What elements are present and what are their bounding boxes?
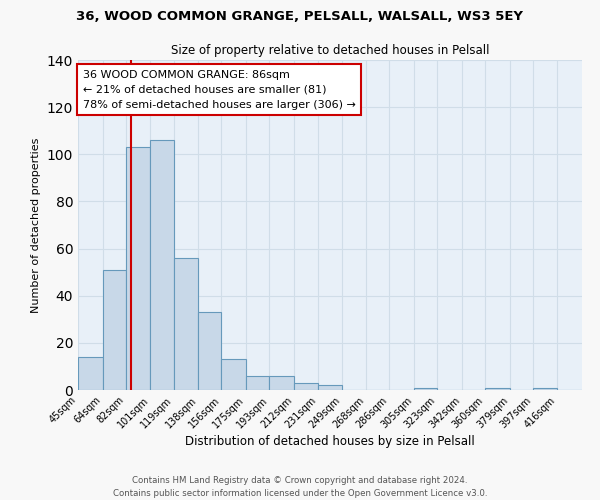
Bar: [246, 376, 269, 390]
Bar: [485, 388, 509, 390]
Bar: [78, 357, 103, 390]
Bar: [103, 270, 126, 390]
Text: 36 WOOD COMMON GRANGE: 86sqm
← 21% of detached houses are smaller (81)
78% of se: 36 WOOD COMMON GRANGE: 86sqm ← 21% of de…: [83, 70, 356, 110]
X-axis label: Distribution of detached houses by size in Pelsall: Distribution of detached houses by size …: [185, 436, 475, 448]
Bar: [198, 312, 221, 390]
Text: 36, WOOD COMMON GRANGE, PELSALL, WALSALL, WS3 5EY: 36, WOOD COMMON GRANGE, PELSALL, WALSALL…: [77, 10, 523, 23]
Bar: [269, 376, 294, 390]
Text: Contains HM Land Registry data © Crown copyright and database right 2024.
Contai: Contains HM Land Registry data © Crown c…: [113, 476, 487, 498]
Title: Size of property relative to detached houses in Pelsall: Size of property relative to detached ho…: [171, 44, 489, 58]
Bar: [294, 383, 319, 390]
Bar: [221, 360, 246, 390]
Bar: [414, 388, 437, 390]
Y-axis label: Number of detached properties: Number of detached properties: [31, 138, 41, 312]
Bar: [533, 388, 557, 390]
Bar: [151, 140, 173, 390]
Bar: [173, 258, 198, 390]
Bar: [126, 147, 151, 390]
Bar: [319, 386, 341, 390]
